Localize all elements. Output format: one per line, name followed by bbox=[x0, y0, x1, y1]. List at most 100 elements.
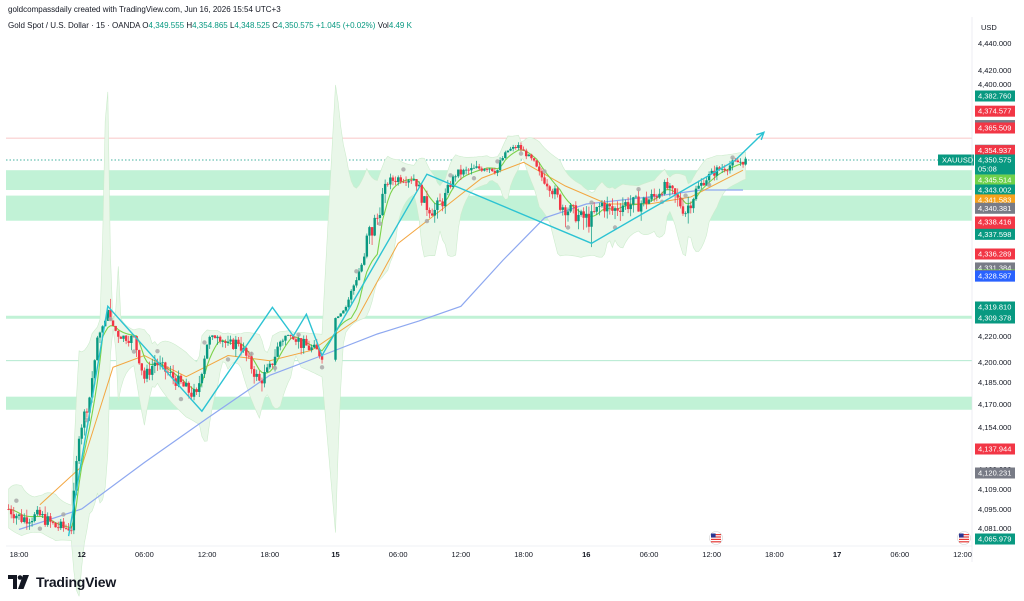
candle-body bbox=[608, 204, 612, 207]
candle-body bbox=[41, 514, 44, 516]
tradingview-brand[interactable]: TradingView bbox=[8, 573, 116, 591]
candle-body bbox=[166, 371, 170, 373]
price-tag-value: 4,328.587 bbox=[978, 272, 1011, 281]
candle bbox=[436, 197, 439, 219]
pattern-drawing[interactable] bbox=[67, 131, 766, 537]
candle-body bbox=[676, 194, 679, 198]
us-flag-icon bbox=[709, 531, 723, 545]
price-tag-bg bbox=[975, 90, 1015, 102]
candle-body bbox=[464, 169, 468, 171]
candle-body bbox=[522, 149, 525, 151]
candle bbox=[551, 188, 554, 199]
candle-body bbox=[639, 203, 643, 212]
price-tag-bg bbox=[975, 443, 1015, 455]
candle bbox=[475, 160, 478, 169]
candle bbox=[496, 169, 499, 177]
candle-body bbox=[692, 199, 695, 209]
candle bbox=[394, 176, 397, 186]
candle bbox=[548, 185, 551, 197]
candle-body bbox=[67, 528, 70, 531]
price-tag-value: 4,354.937 bbox=[978, 146, 1011, 155]
candle-body bbox=[566, 211, 570, 216]
candle bbox=[284, 335, 287, 346]
candle bbox=[12, 506, 15, 524]
candle-body bbox=[535, 160, 538, 167]
zone-rect bbox=[6, 396, 972, 410]
candle bbox=[410, 176, 413, 184]
candle-body bbox=[281, 340, 285, 342]
candle-body bbox=[305, 338, 308, 346]
candle bbox=[532, 157, 536, 162]
candle bbox=[297, 335, 300, 349]
candle bbox=[582, 207, 585, 230]
candle bbox=[462, 168, 465, 177]
candle-body bbox=[430, 213, 434, 216]
candle bbox=[538, 162, 541, 176]
candle bbox=[485, 167, 489, 172]
candle bbox=[339, 313, 342, 317]
candle-body bbox=[551, 190, 554, 195]
candle bbox=[558, 193, 562, 212]
candle bbox=[692, 197, 695, 213]
price-tag: 4,343.002 bbox=[975, 184, 1015, 196]
candle-body bbox=[686, 205, 690, 214]
candle-body bbox=[72, 490, 76, 531]
candle bbox=[681, 197, 685, 216]
candle-body bbox=[111, 320, 115, 326]
price-tag-value: 4,345.514 bbox=[978, 176, 1011, 185]
candle-body bbox=[265, 367, 269, 373]
ema-fast-line bbox=[8, 149, 746, 529]
price-tag: 4,328.587 bbox=[975, 270, 1015, 282]
candle bbox=[355, 277, 358, 288]
candle bbox=[229, 335, 232, 345]
candle-body bbox=[616, 208, 619, 211]
candle bbox=[218, 335, 222, 344]
time-axis[interactable]: 18:00 12 06:00 12:00 18:00 15 06:00 12:00 18:00 1… bbox=[6, 17, 973, 562]
symbol-title[interactable]: Gold Spot / U.S. Dollar · 15 · OANDA bbox=[8, 21, 141, 30]
time-axis-tick: 16 bbox=[582, 550, 590, 559]
candle bbox=[590, 204, 593, 248]
candle-body bbox=[239, 343, 243, 351]
candle-body bbox=[49, 516, 52, 522]
price-tag: 4,065.979 bbox=[975, 533, 1015, 545]
candle-body bbox=[62, 521, 65, 529]
candle-body bbox=[64, 528, 68, 529]
price-tag-value: 4,309.378 bbox=[978, 314, 1011, 323]
candle-body bbox=[530, 154, 533, 159]
candle bbox=[198, 375, 201, 398]
price-axis-tick: 4,109.000 bbox=[978, 485, 1011, 494]
candle-body bbox=[376, 217, 379, 219]
candle bbox=[639, 200, 643, 221]
signal-marker bbox=[155, 348, 160, 354]
candle-body bbox=[307, 345, 311, 351]
candle-body bbox=[650, 193, 653, 200]
candle bbox=[428, 207, 431, 219]
flag-stripe bbox=[711, 538, 721, 540]
symbol-tag: XAUUSD bbox=[942, 156, 974, 165]
candle bbox=[294, 336, 298, 346]
candle bbox=[686, 196, 690, 224]
candle bbox=[451, 174, 455, 190]
current-price-tag-bg bbox=[975, 154, 1015, 175]
candle bbox=[279, 340, 282, 351]
candle-body bbox=[143, 370, 146, 379]
candle-body bbox=[514, 146, 517, 149]
signal-marker bbox=[377, 221, 383, 226]
high-value: 4,354.865 bbox=[192, 21, 228, 30]
candle-body bbox=[446, 184, 450, 193]
candle bbox=[407, 179, 410, 188]
projection-arrow-line bbox=[734, 131, 765, 161]
candle-body bbox=[101, 326, 104, 333]
event-flags[interactable] bbox=[709, 531, 971, 545]
candle-body bbox=[666, 181, 669, 189]
candle bbox=[357, 267, 361, 281]
candle-body bbox=[488, 168, 491, 170]
price-tag-bg bbox=[975, 533, 1015, 545]
candle-body bbox=[404, 181, 408, 183]
candle-body bbox=[169, 372, 172, 373]
candle bbox=[540, 168, 544, 182]
candle-body bbox=[185, 382, 188, 387]
candle bbox=[391, 175, 395, 186]
flag-stripe bbox=[959, 541, 969, 543]
